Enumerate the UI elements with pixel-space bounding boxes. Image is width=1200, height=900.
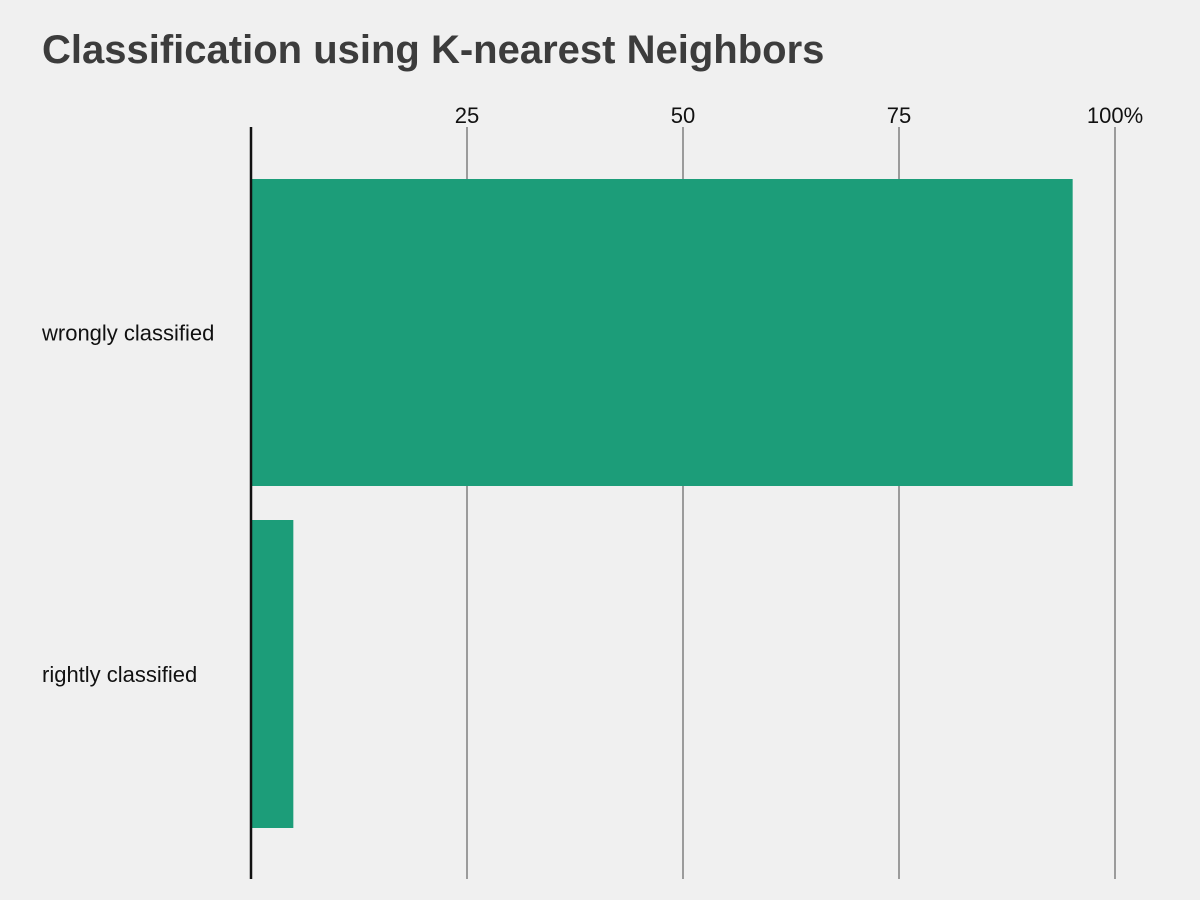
x-tick-label: 50 xyxy=(671,103,695,128)
category-label: wrongly classified xyxy=(41,321,214,346)
bar xyxy=(251,179,1073,486)
x-tick-label: 100% xyxy=(1087,103,1143,128)
category-label: rightly classified xyxy=(42,662,197,687)
chart-title: Classification using K-nearest Neighbors xyxy=(42,28,825,72)
x-tick-label: 75 xyxy=(887,103,911,128)
x-tick-label: 25 xyxy=(455,103,479,128)
bar xyxy=(251,520,294,828)
